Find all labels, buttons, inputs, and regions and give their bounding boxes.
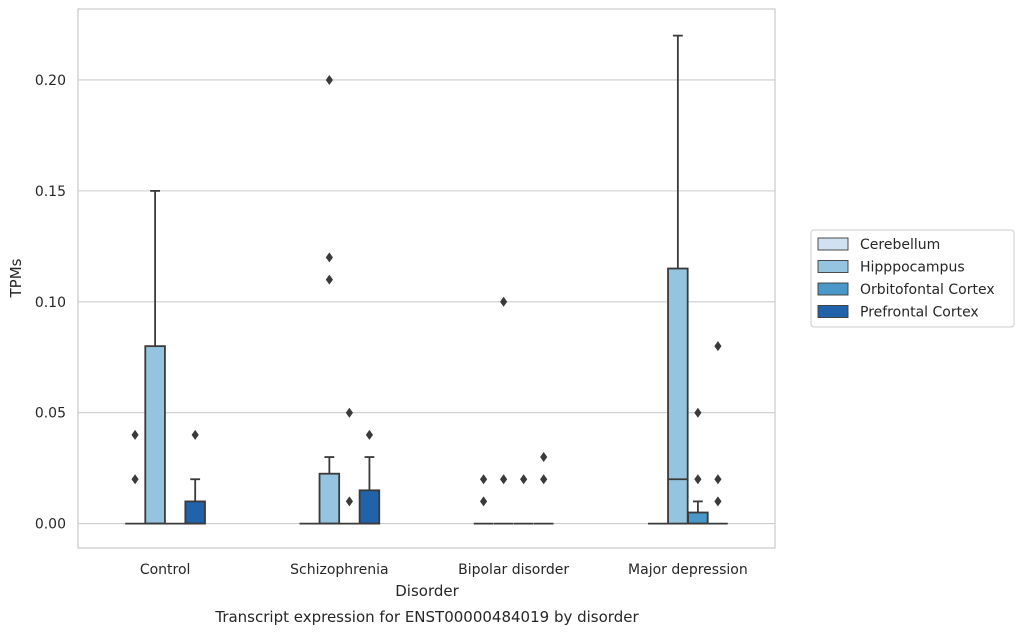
outlier-point	[694, 474, 702, 485]
legend-label: Orbitofontal Cortex	[860, 282, 995, 298]
box-body	[687, 511, 709, 525]
box-hipppocampus	[667, 34, 689, 525]
chart-caption: Transcript expression for ENST0000048401…	[214, 608, 639, 626]
box-prefrontal-cortex	[708, 341, 728, 525]
outlier-point	[325, 252, 333, 263]
y-tick-label: 0.05	[35, 406, 66, 422]
y-tick-label: 0.20	[35, 73, 66, 89]
box-hipppocampus	[493, 296, 514, 525]
legend-swatch	[817, 282, 849, 296]
box-body	[358, 489, 381, 525]
legend: Cerebellum Hipppocampus Orbitofontal Corte…	[810, 229, 1015, 328]
plot-background	[78, 9, 775, 548]
x-tick-label: Bipolar disorder	[458, 562, 569, 578]
legend-swatch	[817, 305, 849, 318]
y-tick-label: 0.15	[35, 184, 66, 200]
x-tick-label: Control	[140, 562, 191, 578]
box-hipppocampus	[144, 189, 166, 525]
outlier-point	[714, 496, 722, 507]
outlier-point	[500, 474, 508, 485]
box-orbitofontal-cortex	[339, 407, 360, 525]
x-axis-label: Disorder	[395, 582, 459, 600]
legend-frame	[810, 229, 1015, 328]
box-body	[318, 472, 341, 525]
legend-label: Cerebellum	[860, 237, 940, 253]
box-hipppocampus	[318, 74, 341, 525]
outlier-point	[479, 496, 488, 507]
box-prefrontal-cortex	[533, 452, 554, 525]
boxes	[125, 34, 728, 525]
legend-label: Prefrontal Cortex	[860, 305, 979, 321]
outlier-point	[520, 474, 528, 485]
outlier-point	[694, 407, 702, 418]
outlier-point	[365, 429, 374, 440]
box-prefrontal-cortex	[184, 429, 206, 525]
box-orbitofontal-cortex	[513, 474, 534, 525]
outlier-point	[325, 274, 333, 285]
outlier-point	[191, 429, 199, 440]
outlier-point	[131, 429, 139, 440]
outlier-point	[479, 474, 488, 485]
outlier-point	[714, 474, 722, 485]
box-prefrontal-cortex	[358, 429, 381, 525]
outlier-point	[131, 474, 139, 485]
y-tick-label: 0.00	[35, 517, 66, 533]
y-axis-label: TPMs	[7, 258, 25, 298]
outlier-point	[345, 407, 353, 418]
outlier-point	[540, 452, 548, 463]
x-tick-labels: Control Schizophrenia Bipolar disorder Majo…	[140, 562, 748, 578]
x-tick-label: Schizophrenia	[290, 562, 388, 578]
box-body	[667, 267, 689, 525]
box-cerebellum	[125, 429, 145, 525]
legend-label: Hipppocampus	[860, 260, 965, 276]
legend-swatch	[817, 237, 849, 251]
outlier-point	[540, 474, 548, 485]
plot-frame	[77, 8, 776, 549]
box-body	[144, 345, 166, 525]
legend-swatch	[817, 260, 849, 273]
box-cerebellum	[473, 474, 494, 525]
outlier-point	[345, 496, 353, 507]
box-orbitofontal-cortex	[687, 407, 709, 525]
box-body	[184, 500, 206, 525]
x-tick-label: Major depression	[628, 562, 748, 578]
outlier-point	[500, 296, 508, 307]
outlier-point	[714, 341, 722, 352]
y-tick-label: 0.10	[35, 295, 66, 311]
outlier-point	[325, 74, 333, 85]
y-tick-labels: 0.00 0.05 0.10 0.15 0.20	[35, 73, 66, 533]
